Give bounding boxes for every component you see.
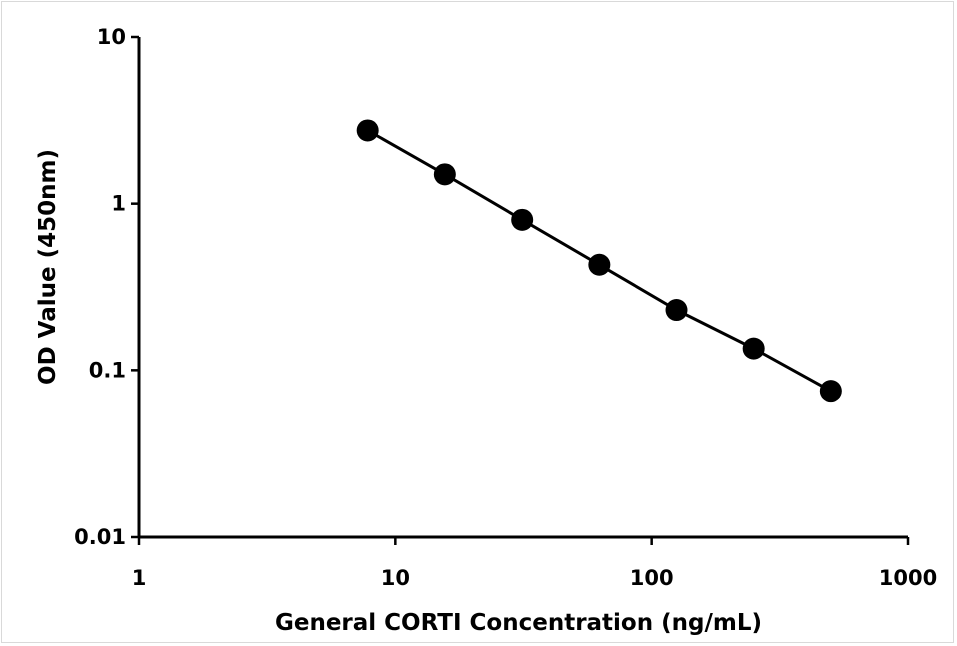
data-point <box>819 380 842 403</box>
x-axis-title: General CORTI Concentration (ng/mL) <box>275 610 762 636</box>
y-tick-label: 0.01 <box>74 525 126 549</box>
y-axis-title: OD Value (450nm) <box>35 149 61 385</box>
x-tick-label: 100 <box>630 566 674 590</box>
data-point <box>742 337 765 360</box>
series <box>356 119 842 403</box>
ticks: 0.01 0.1 1 10 1 10 100 1000 <box>74 25 937 590</box>
y-tick-label: 0.1 <box>89 358 126 382</box>
data-point <box>665 299 688 322</box>
data-point <box>511 208 534 231</box>
data-point <box>433 163 456 186</box>
y-tick-label: 1 <box>111 192 126 216</box>
data-point <box>588 253 611 276</box>
x-tick-label: 10 <box>381 566 410 590</box>
data-point <box>356 119 379 142</box>
x-tick-label: 1 <box>132 566 147 590</box>
y-tick-label: 10 <box>97 25 126 49</box>
x-tick-label: 1000 <box>879 566 937 590</box>
axes <box>137 37 908 539</box>
